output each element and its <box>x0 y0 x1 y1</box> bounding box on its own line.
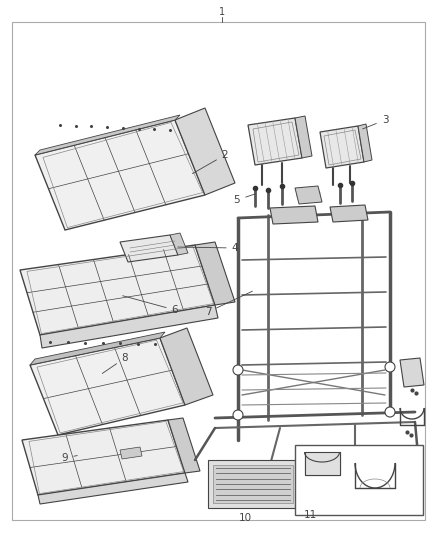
Text: 4: 4 <box>178 243 238 253</box>
Polygon shape <box>30 332 165 365</box>
Text: 9: 9 <box>62 453 77 463</box>
Polygon shape <box>270 206 318 224</box>
Polygon shape <box>22 420 185 495</box>
Polygon shape <box>120 447 142 459</box>
Circle shape <box>385 362 395 372</box>
Polygon shape <box>295 186 322 204</box>
Text: 6: 6 <box>123 296 178 315</box>
Polygon shape <box>175 108 235 195</box>
Polygon shape <box>305 452 340 475</box>
Polygon shape <box>195 242 235 305</box>
Polygon shape <box>320 126 364 168</box>
Polygon shape <box>295 116 312 158</box>
Polygon shape <box>400 358 424 387</box>
Polygon shape <box>248 118 302 165</box>
Text: 2: 2 <box>192 150 228 174</box>
Bar <box>295 445 423 515</box>
Circle shape <box>233 410 243 420</box>
Polygon shape <box>170 233 188 255</box>
Polygon shape <box>20 245 215 335</box>
Circle shape <box>233 365 243 375</box>
Polygon shape <box>35 115 180 155</box>
Text: 8: 8 <box>102 353 128 374</box>
Text: 11: 11 <box>304 510 317 520</box>
Polygon shape <box>120 235 178 262</box>
Bar <box>208 460 298 508</box>
Polygon shape <box>330 205 368 222</box>
Bar <box>213 465 293 503</box>
Polygon shape <box>35 120 205 230</box>
Text: 5: 5 <box>234 194 255 205</box>
Polygon shape <box>40 305 218 348</box>
Text: 1: 1 <box>219 7 225 17</box>
Text: 3: 3 <box>363 115 389 129</box>
Polygon shape <box>358 124 372 162</box>
Polygon shape <box>30 338 185 435</box>
Circle shape <box>385 407 395 417</box>
Polygon shape <box>38 473 188 504</box>
Text: 7: 7 <box>205 291 252 317</box>
Polygon shape <box>160 328 213 405</box>
Polygon shape <box>168 418 200 473</box>
Text: 10: 10 <box>238 513 251 523</box>
